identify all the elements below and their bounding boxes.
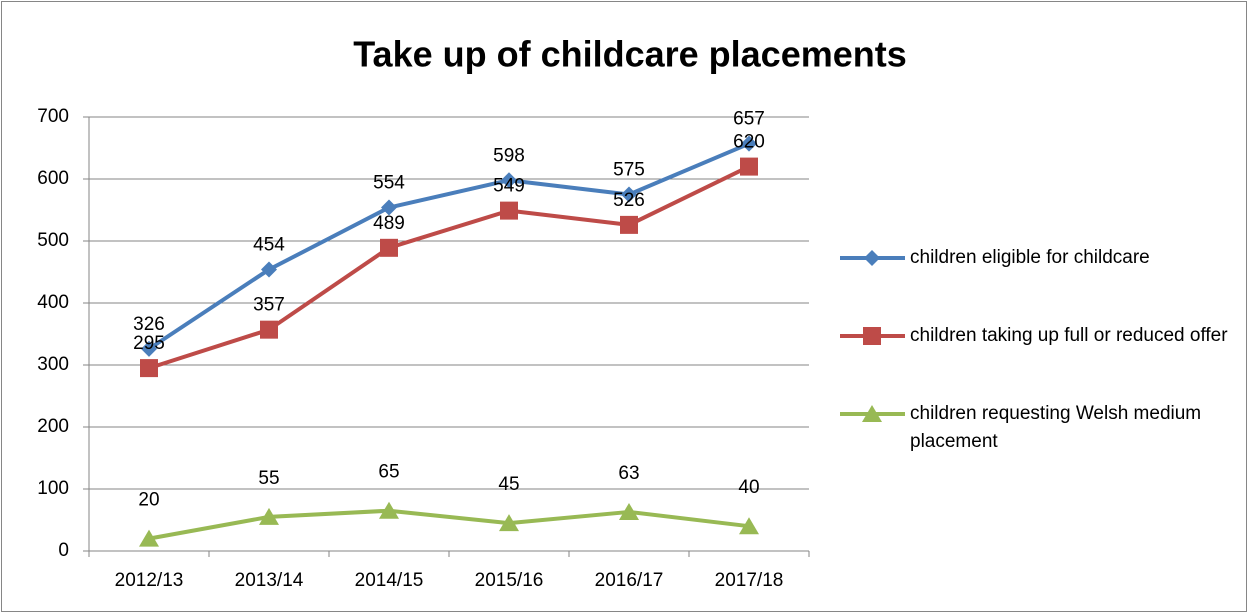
data-point [739, 517, 759, 535]
legend-label: children requesting Welsh medium placeme… [910, 403, 1202, 452]
legend-label: children taking up full or reduced offer [910, 325, 1228, 346]
data-point [381, 199, 397, 216]
data-label: 489 [373, 213, 405, 234]
data-point [499, 514, 519, 532]
legend-marker [863, 327, 881, 345]
x-tick-label: 2017/18 [715, 570, 784, 591]
data-label: 295 [133, 333, 165, 354]
data-label: 620 [733, 132, 765, 153]
data-label: 357 [253, 295, 285, 316]
data-point [500, 201, 518, 220]
data-point [501, 172, 517, 189]
data-point [260, 320, 278, 339]
data-label: 20 [138, 490, 159, 511]
data-point [741, 135, 757, 152]
data-label: 65 [378, 462, 399, 483]
data-point [620, 215, 638, 234]
x-tick-label: 2013/14 [235, 570, 304, 591]
data-point [139, 529, 159, 547]
data-point [261, 261, 277, 278]
data-label: 657 [733, 109, 765, 130]
data-point [619, 502, 639, 520]
y-tick-label: 100 [37, 478, 69, 499]
y-tick-label: 0 [58, 540, 69, 561]
data-label: 454 [253, 235, 285, 256]
data-label: 575 [613, 160, 645, 181]
legend-label: children eligible for childcare [910, 247, 1150, 268]
x-tick-label: 2014/15 [355, 570, 424, 591]
chart-title: Take up of childcare placements [353, 34, 907, 75]
series-line [148, 164, 750, 371]
series-line [148, 508, 750, 541]
data-point [140, 359, 158, 378]
data-label: 63 [618, 463, 639, 484]
data-point [740, 157, 758, 176]
data-point [141, 340, 157, 357]
series-line [147, 141, 750, 351]
y-tick-label: 700 [37, 106, 69, 127]
data-point [621, 186, 637, 203]
data-label: 55 [258, 468, 279, 489]
data-label: 45 [498, 474, 519, 495]
data-point [380, 238, 398, 257]
y-tick-label: 300 [37, 354, 69, 375]
y-tick-label: 500 [37, 230, 69, 251]
x-tick-label: 2012/13 [115, 570, 184, 591]
y-tick-label: 200 [37, 416, 69, 437]
legend-marker [862, 405, 882, 422]
x-tick-label: 2015/16 [475, 570, 544, 591]
data-label: 554 [373, 173, 405, 194]
y-tick-label: 600 [37, 168, 69, 189]
data-point [379, 501, 399, 519]
data-point [259, 507, 279, 525]
data-label: 526 [613, 190, 645, 211]
legend-marker [864, 250, 880, 266]
x-tick-label: 2016/17 [595, 570, 664, 591]
data-label: 40 [738, 477, 759, 498]
y-tick-label: 400 [37, 292, 69, 313]
data-label: 549 [493, 176, 525, 197]
data-label: 598 [493, 145, 525, 166]
data-label: 326 [133, 314, 165, 335]
